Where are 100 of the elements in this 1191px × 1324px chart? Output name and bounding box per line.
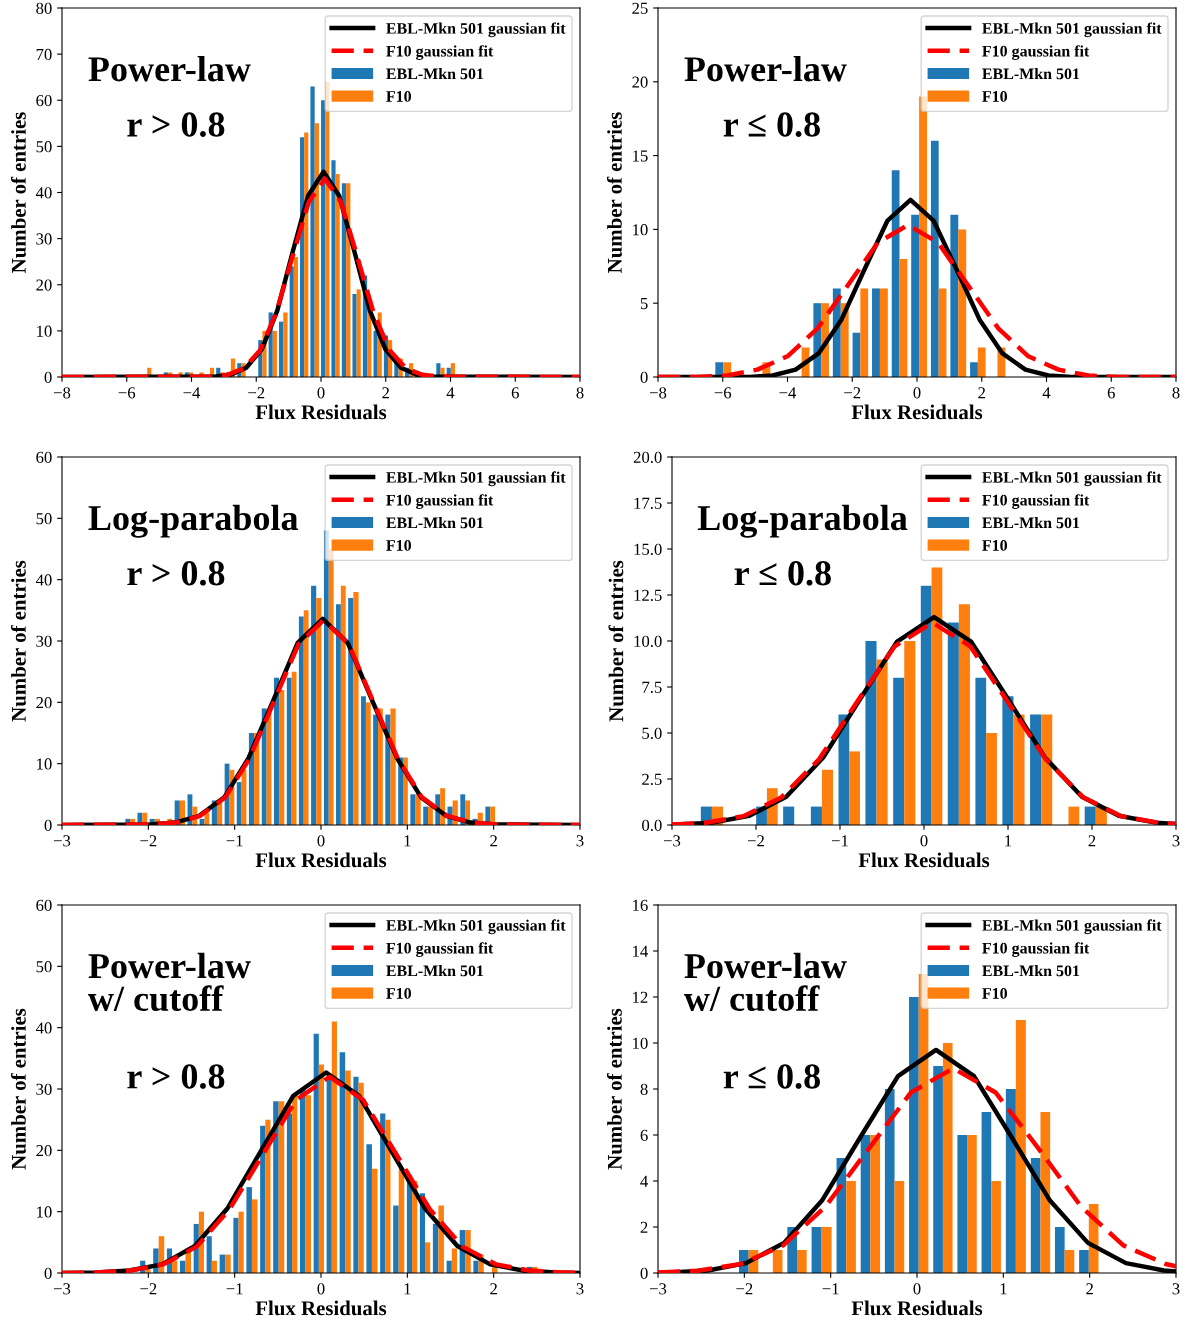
- y-tick-label: 30: [36, 635, 52, 647]
- x-tick-label: 1: [404, 1283, 411, 1295]
- y-tick-label: 17.5: [634, 497, 662, 510]
- x-tick-label: 8: [1172, 387, 1180, 399]
- x-tick-label: 2: [382, 387, 389, 399]
- x-axis-title: Flux Residuals: [255, 1300, 387, 1316]
- x-tick-label: 8: [576, 387, 584, 399]
- y-tick-label: 80: [36, 2, 52, 14]
- legend-label: EBL-Mkn 501 gaussian fit: [982, 471, 1162, 487]
- x-tick-label: −3: [663, 835, 681, 847]
- y-tick-label: 50: [36, 141, 52, 153]
- y-tick-label: 20: [36, 1145, 52, 1157]
- x-axis-title: Flux Residuals: [255, 404, 387, 420]
- x-tick-label: 3: [1172, 835, 1180, 847]
- annotation: r > 0.8: [127, 112, 225, 137]
- annotation: r ≤ 0.8: [734, 561, 831, 586]
- annotation: r ≤ 0.8: [723, 112, 820, 137]
- x-tick-label: 0: [913, 387, 921, 399]
- y-tick-label: 15.0: [634, 543, 662, 556]
- x-tick-label: 0: [317, 387, 325, 399]
- x-tick-label: 3: [576, 835, 584, 847]
- legend-label: F10 gaussian fit: [386, 494, 494, 509]
- legend-label: F10 gaussian fit: [386, 45, 494, 60]
- legend-label: EBL-Mkn 501 gaussian fit: [982, 919, 1162, 935]
- legend-label: F10: [982, 988, 1008, 999]
- y-tick-label: 0.0: [642, 819, 662, 832]
- y-tick-label: 7.5: [642, 681, 662, 694]
- legend-label: EBL-Mkn 501 gaussian fit: [386, 919, 566, 935]
- x-tick-label: 0: [920, 835, 928, 847]
- x-tick-label: 1: [1005, 835, 1012, 847]
- y-tick-label: 40: [35, 1022, 52, 1034]
- legend-label: F10: [386, 988, 412, 999]
- legend-label: F10 gaussian fit: [982, 494, 1090, 509]
- y-tick-label: 2.5: [642, 773, 662, 786]
- y-tick-label: 4: [640, 1175, 649, 1187]
- y-tick-label: 70: [36, 48, 52, 61]
- y-tick-label: 10.0: [634, 635, 662, 648]
- y-tick-label: 25: [632, 2, 648, 14]
- x-tick-label: −2: [747, 835, 764, 847]
- y-tick-label: 0: [640, 1267, 648, 1279]
- legend-label: F10 gaussian fit: [982, 942, 1090, 957]
- y-tick-label: 14: [633, 945, 649, 957]
- y-tick-label: 60: [36, 899, 52, 911]
- y-tick-label: 5.0: [642, 727, 662, 740]
- y-tick-label: 0: [640, 371, 648, 383]
- x-tick-label: 6: [511, 387, 519, 399]
- y-axis-title: Number of entries: [10, 1008, 26, 1170]
- x-tick-label: 4: [1042, 387, 1051, 399]
- y-tick-label: 12: [633, 991, 648, 1003]
- y-tick-label: 12.5: [634, 589, 662, 602]
- annotation: r ≤ 0.8: [723, 1064, 820, 1089]
- annotation: Power-law w/ cutoff: [88, 952, 251, 1012]
- y-tick-label: 20: [36, 279, 52, 291]
- x-tick-label: −1: [226, 1283, 243, 1295]
- y-tick-label: 10: [37, 325, 52, 337]
- legend-label: F10: [386, 91, 412, 102]
- x-tick-label: 3: [1172, 1283, 1180, 1295]
- y-tick-label: 2: [640, 1221, 648, 1233]
- y-tick-label: 20.0: [633, 451, 662, 464]
- y-tick-label: 30: [36, 1083, 52, 1095]
- y-tick-label: 0: [44, 371, 52, 383]
- y-tick-label: 50: [36, 513, 52, 525]
- annotation: Log-parabola: [697, 504, 908, 538]
- x-tick-label: 2: [1088, 835, 1096, 847]
- y-tick-label: 5: [640, 298, 648, 310]
- x-tick-label: −4: [779, 387, 797, 399]
- legend-label: EBL-Mkn 501: [386, 516, 484, 529]
- y-tick-label: 20: [632, 76, 648, 88]
- y-axis-title: Number of entries: [608, 560, 624, 722]
- y-tick-label: 20: [36, 697, 52, 709]
- x-tick-label: 1: [404, 835, 411, 847]
- x-tick-label: −2: [844, 387, 861, 399]
- legend-label: EBL-Mkn 501: [386, 67, 484, 80]
- legend-label: EBL-Mkn 501 gaussian fit: [386, 22, 566, 38]
- legend-label: F10: [982, 91, 1008, 102]
- x-tick-label: 1: [1000, 1283, 1007, 1295]
- y-tick-label: 10: [633, 224, 648, 236]
- x-axis-title: Flux Residuals: [851, 1300, 983, 1316]
- legend-label: F10: [386, 540, 412, 551]
- x-tick-label: 2: [490, 835, 497, 847]
- annotation: Log-parabola: [88, 504, 299, 538]
- y-tick-label: 40: [35, 574, 52, 586]
- x-tick-label: 0: [317, 1283, 325, 1295]
- y-tick-label: 0: [44, 819, 52, 831]
- y-tick-label: 6: [640, 1129, 648, 1141]
- x-tick-label: −6: [118, 387, 136, 399]
- legend-label: F10 gaussian fit: [982, 45, 1090, 60]
- x-tick-label: −2: [140, 835, 157, 847]
- x-tick-label: −2: [736, 1283, 753, 1295]
- x-tick-label: 2: [1086, 1283, 1093, 1295]
- y-tick-label: 10: [37, 1206, 52, 1218]
- legend-label: EBL-Mkn 501: [982, 67, 1080, 80]
- y-tick-label: 10: [633, 1037, 648, 1049]
- x-tick-label: −3: [649, 1283, 667, 1295]
- y-tick-label: 60: [36, 451, 52, 463]
- legend-label: F10 gaussian fit: [386, 942, 494, 957]
- x-tick-label: −3: [53, 835, 71, 847]
- y-tick-label: 30: [36, 233, 52, 245]
- legend-label: EBL-Mkn 501 gaussian fit: [386, 471, 566, 487]
- x-tick-label: −1: [831, 835, 848, 847]
